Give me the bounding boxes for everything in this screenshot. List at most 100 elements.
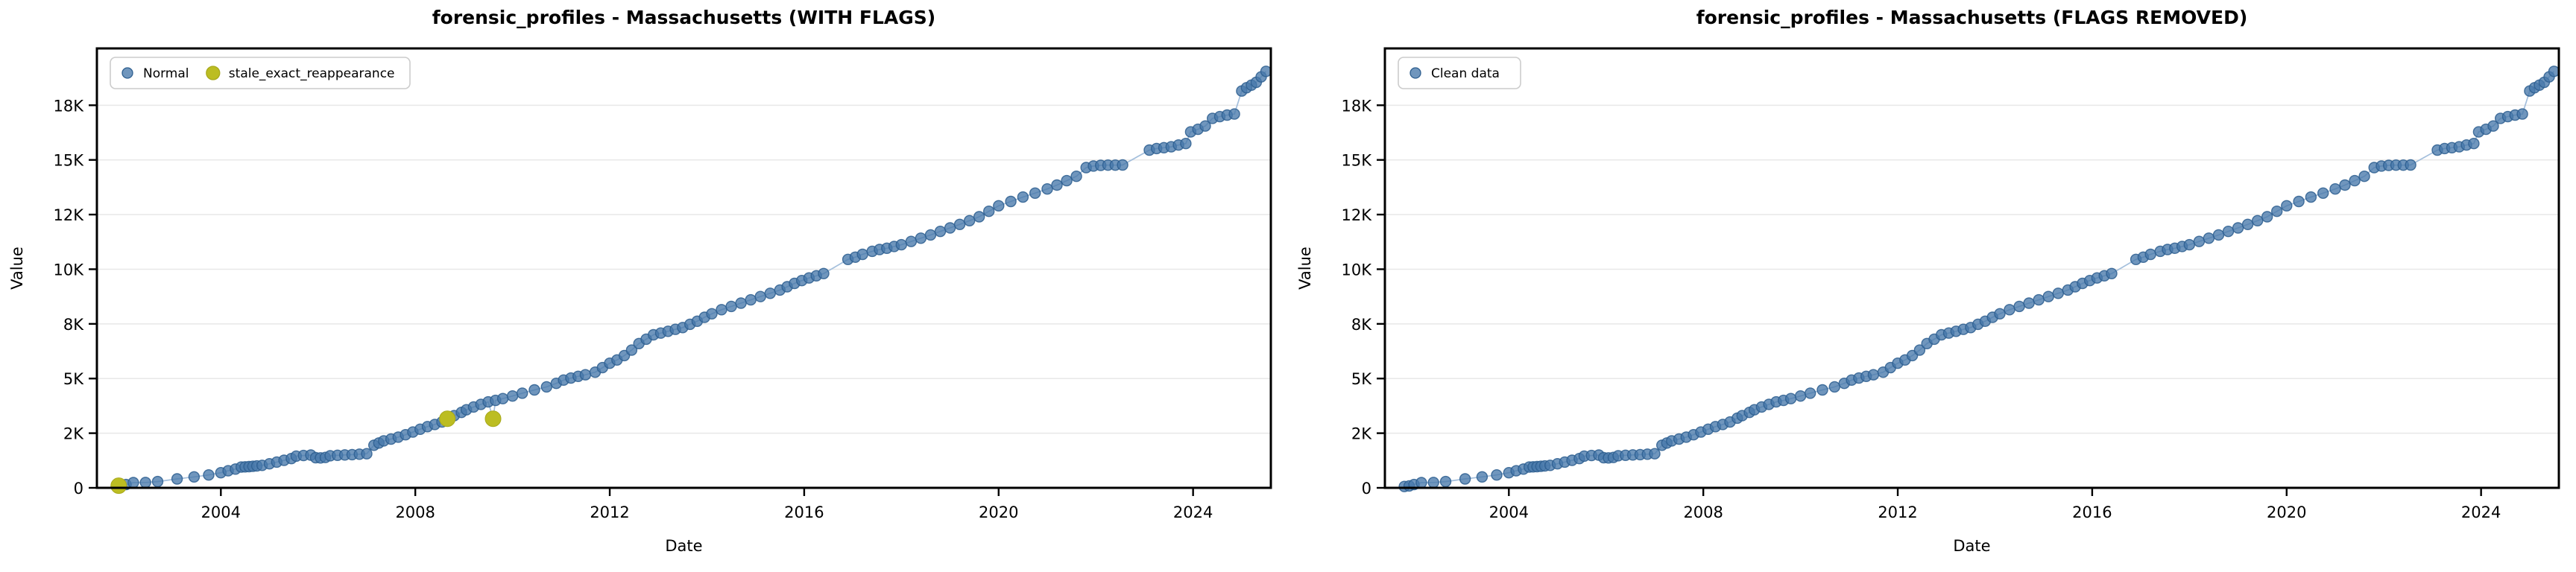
data-point [2405, 159, 2416, 171]
data-point [1649, 448, 1661, 460]
data-point [1061, 174, 1073, 187]
data-point [2052, 287, 2065, 299]
data-point [993, 200, 1005, 212]
data-point [2270, 206, 2283, 217]
y-axis-label: Value [1296, 247, 1314, 290]
y-tick-label: 10K [1342, 261, 1373, 279]
data-point [188, 471, 201, 483]
y-tick-label: 2K [63, 425, 84, 443]
y-tick-label: 18K [1342, 97, 1373, 115]
data-point [2317, 187, 2329, 199]
data-point [982, 206, 995, 217]
y-tick-label: 5K [63, 370, 84, 388]
data-point [2241, 218, 2254, 230]
data-point [895, 238, 908, 251]
chart-with-flags: 2004 2008 2012 2016 2020 2024 0 2K 5K 8K 10K 12K 15K… [8, 7, 1272, 555]
data-point [625, 344, 638, 356]
data-point [1794, 390, 1807, 402]
data-point [2339, 179, 2351, 191]
x-axis-label: Date [1953, 537, 1990, 555]
data-point [2033, 293, 2045, 306]
data-point [528, 384, 540, 396]
y-tick-label: 12K [54, 206, 85, 224]
data-point [2042, 290, 2054, 302]
data-point [2305, 191, 2317, 203]
y-tick-label: 8K [63, 316, 84, 334]
flag-point [484, 410, 502, 428]
x-tick-label: 2008 [395, 503, 435, 521]
data-point [1828, 381, 1840, 393]
data-point [2548, 66, 2560, 77]
data-point [2023, 297, 2035, 309]
data-point [1017, 191, 1029, 203]
data-point [506, 390, 519, 402]
data-point [139, 477, 151, 489]
data-point [735, 297, 747, 309]
data-point [2106, 267, 2118, 279]
data-point [1070, 170, 1082, 182]
data-point [924, 229, 937, 241]
data-point [2251, 214, 2264, 226]
data-point [127, 477, 139, 489]
legend-label: Normal [143, 66, 189, 81]
data-point [2232, 222, 2244, 234]
data-point [2468, 137, 2480, 150]
x-tick-label: 2004 [201, 503, 241, 521]
data-point [725, 300, 737, 313]
data-point [1867, 369, 1880, 381]
x-tick-label: 2024 [1173, 503, 1213, 521]
data-point [203, 469, 215, 481]
legend-label: Clean data [1431, 66, 1500, 81]
y-tick-label: 15K [1342, 152, 1373, 170]
y-tick-label: 5K [1351, 370, 1372, 388]
data-point [934, 226, 947, 238]
data-point [1051, 179, 1063, 191]
x-tick-label: 2004 [1489, 503, 1529, 521]
data-point [1805, 387, 1816, 399]
x-tick-label: 2020 [2267, 503, 2306, 521]
data-point [496, 393, 509, 404]
data-point [764, 287, 777, 299]
data-point [2222, 226, 2235, 238]
data-point [973, 211, 985, 223]
x-tick-label: 2012 [590, 503, 629, 521]
data-point [1427, 477, 1439, 489]
y-tick-label: 0 [1362, 480, 1371, 498]
legend-box [1398, 57, 1521, 89]
y-tick-label: 0 [74, 480, 83, 498]
data-point [2193, 235, 2206, 247]
data-point [2212, 229, 2225, 241]
y-tick-label: 15K [54, 152, 85, 170]
flag-point [439, 410, 456, 428]
y-tick-label: 18K [54, 97, 85, 115]
axes-frame [95, 47, 1272, 489]
data-point [905, 235, 918, 247]
axes-frame [1383, 47, 2560, 489]
data-point [517, 387, 528, 399]
data-point [579, 369, 592, 381]
data-point [1439, 475, 1452, 488]
data-point [745, 293, 757, 306]
panel-background [1288, 0, 2576, 572]
data-point [963, 214, 976, 226]
y-tick-label: 10K [54, 261, 85, 279]
data-point [915, 232, 927, 244]
data-point [2004, 304, 2015, 316]
data-point [540, 381, 552, 393]
data-point [716, 304, 727, 316]
y-tick-label: 12K [1342, 206, 1373, 224]
data-point [944, 222, 956, 234]
data-point [953, 218, 966, 230]
data-point [1117, 159, 1128, 171]
flag-point [110, 477, 127, 495]
data-point [1994, 308, 2006, 320]
x-tick-label: 2016 [784, 503, 824, 521]
data-point [2349, 174, 2361, 187]
data-point [1041, 182, 1053, 195]
data-point [2329, 182, 2341, 195]
legend-label: stale_exact_reappearance [229, 66, 395, 81]
legend-marker [206, 66, 221, 80]
x-axis-label: Date [665, 537, 702, 555]
data-point [2183, 238, 2196, 251]
